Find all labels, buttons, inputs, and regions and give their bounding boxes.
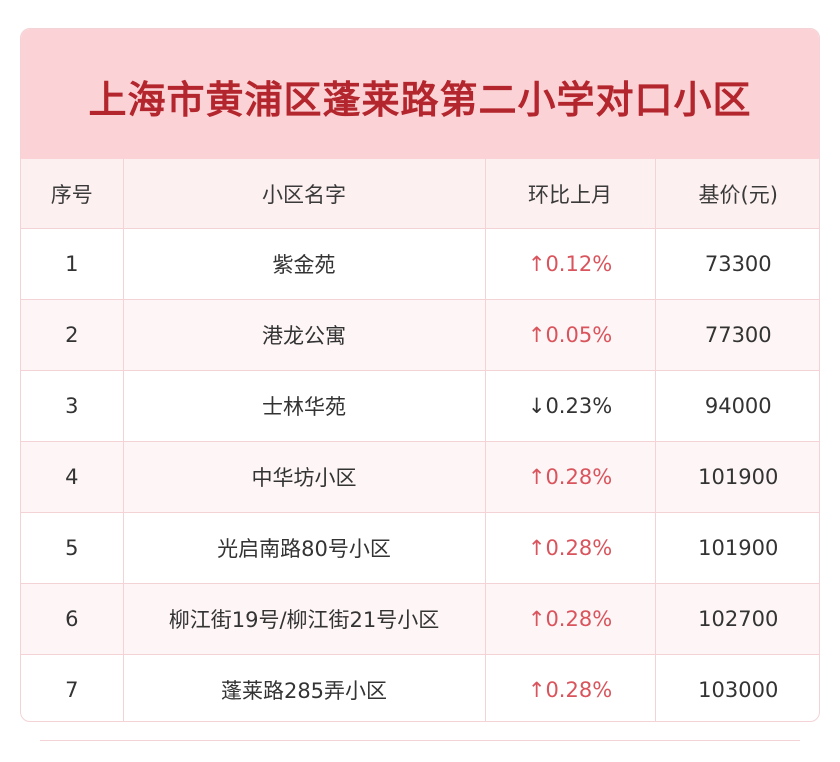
table-row: 6 柳江街19号/柳江街21号小区 ↑0.28% 102700 xyxy=(21,583,819,655)
community-name: 紫金苑 xyxy=(123,228,486,300)
base-price: 94000 xyxy=(655,370,819,442)
column-header-change: 环比上月 xyxy=(485,159,656,229)
base-price: 73300 xyxy=(655,228,819,300)
table-row: 5 光启南路80号小区 ↑0.28% 101900 xyxy=(21,512,819,584)
table-row: 7 蓬莱路285弄小区 ↑0.28% 103000 xyxy=(21,654,819,721)
table-row: 4 中华坊小区 ↑0.28% 101900 xyxy=(21,441,819,513)
community-name: 士林华苑 xyxy=(123,370,486,442)
row-index: 7 xyxy=(21,654,124,721)
column-header-name: 小区名字 xyxy=(123,159,486,229)
table-header-row: 序号 小区名字 环比上月 基价(元) xyxy=(21,159,819,229)
row-index: 3 xyxy=(21,370,124,442)
table-row: 3 士林华苑 ↓0.23% 94000 xyxy=(21,370,819,442)
table-row: 1 紫金苑 ↑0.12% 73300 xyxy=(21,228,819,300)
row-index: 1 xyxy=(21,228,124,300)
title-banner: 上海市黄浦区蓬莱路第二小学对口小区 xyxy=(21,29,819,159)
month-change: ↑0.28% xyxy=(485,441,656,513)
row-index: 4 xyxy=(21,441,124,513)
base-price: 103000 xyxy=(698,678,779,702)
community-name: 蓬莱路285弄小区 xyxy=(123,654,486,721)
month-change: ↑0.12% xyxy=(485,228,656,300)
row-index: 2 xyxy=(21,299,124,371)
row-index: 5 xyxy=(21,512,124,584)
month-change: ↑0.28% xyxy=(485,512,656,584)
month-change: ↑0.28% xyxy=(485,583,656,655)
base-price: 77300 xyxy=(655,299,819,371)
page-title: 上海市黄浦区蓬莱路第二小学对口小区 xyxy=(88,77,752,122)
base-price: 101900 xyxy=(655,441,819,513)
month-change: ↓0.23% xyxy=(485,370,656,442)
month-change: ↑0.28% xyxy=(485,654,656,721)
table-row: 2 港龙公寓 ↑0.05% 77300 xyxy=(21,299,819,371)
column-header-price: 基价(元) xyxy=(655,159,819,229)
month-change: ↑0.05% xyxy=(485,299,656,371)
base-price: 101900 xyxy=(655,512,819,584)
column-header-index: 序号 xyxy=(21,159,124,229)
table-card: 上海市黄浦区蓬莱路第二小学对口小区 序号 小区名字 环比上月 基价(元) 1 紫… xyxy=(20,28,820,722)
community-name: 中华坊小区 xyxy=(123,441,486,513)
community-name: 光启南路80号小区 xyxy=(123,512,486,584)
row-index: 6 xyxy=(21,583,124,655)
footer-divider xyxy=(40,740,800,741)
community-table: 序号 小区名字 环比上月 基价(元) 1 紫金苑 ↑0.12% 73300 2 … xyxy=(21,159,819,721)
community-name: 柳江街19号/柳江街21号小区 xyxy=(123,583,486,655)
community-name: 港龙公寓 xyxy=(123,299,486,371)
base-price: 102700 xyxy=(655,583,819,655)
